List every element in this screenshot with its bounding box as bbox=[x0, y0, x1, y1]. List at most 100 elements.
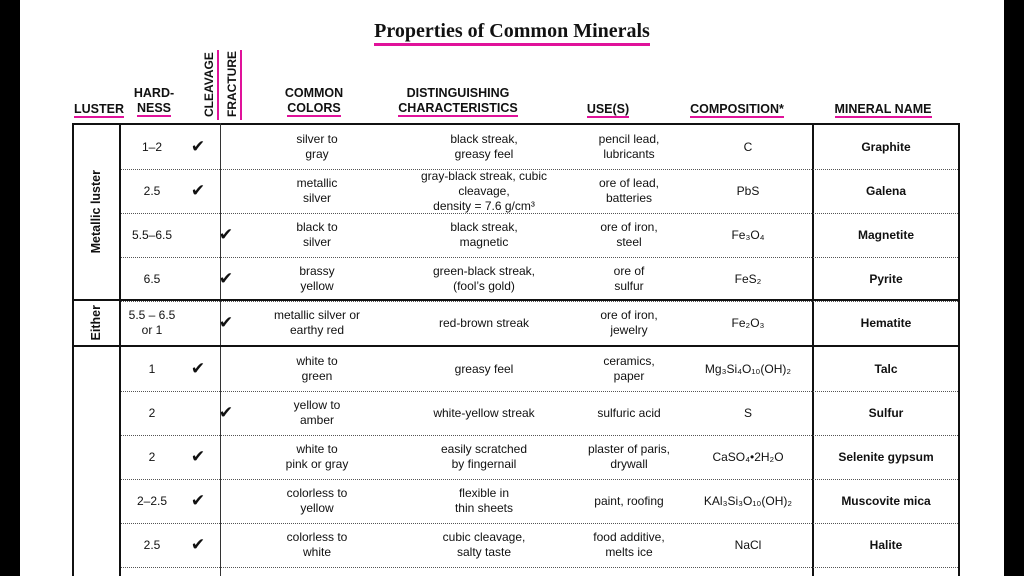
table-row: 5.5–6.5 ✔ black to silver black streak, magne… bbox=[120, 213, 960, 257]
mineral-name-cell: Talc bbox=[874, 361, 898, 376]
hardness-cell: 2 bbox=[148, 405, 156, 420]
checkmark-icon: ✔ bbox=[190, 446, 206, 467]
table-row: 2–2.5 ✔ colorless to yellow flexible in thin … bbox=[120, 479, 960, 523]
table-row: 2.5 ✔ colorless to white cubic cleavage, salt… bbox=[120, 523, 960, 567]
mineral-name-cell: Galena bbox=[865, 183, 907, 198]
header-cleavage-underline bbox=[217, 50, 219, 120]
composition-cell: Fe₃O₄ bbox=[731, 227, 765, 242]
header-fracture: FRACTURE bbox=[225, 51, 239, 117]
header-hardness: HARD- NESS bbox=[133, 86, 175, 117]
table-row: 1 ✔ white to green greasy feel ceramics, paper… bbox=[120, 347, 960, 391]
mineral-name-cell: Muscovite mica bbox=[841, 493, 931, 508]
row-separator bbox=[121, 435, 958, 436]
hardness-cell: 2–2.5 bbox=[136, 493, 168, 508]
row-separator bbox=[121, 213, 958, 214]
uses-cell: sulfuric acid bbox=[597, 405, 661, 420]
hardness-cell: 6.5 bbox=[143, 271, 161, 286]
colors-cell: metallic silver or earthy red bbox=[273, 308, 360, 337]
table-row: 5.5 – 6.5 or 1 ✔ metallic silver or earthy r… bbox=[120, 301, 960, 345]
mineral-name-cell: Halite bbox=[869, 537, 903, 552]
uses-cell: ceramics, paper bbox=[603, 354, 655, 383]
header-cleavage: CLEAVAGE bbox=[202, 52, 216, 117]
cleavage-cell: ✔ bbox=[184, 125, 212, 169]
fracture-cell bbox=[212, 523, 240, 567]
hardness-cell: 5.5–6.5 bbox=[131, 227, 173, 242]
luster-group-nonmetallic bbox=[72, 347, 120, 576]
header-distinguishing: DISTINGUISHING CHARACTERISTICS bbox=[398, 86, 518, 117]
table-right-border bbox=[958, 123, 960, 576]
uses-cell: pencil lead, lubricants bbox=[598, 132, 660, 161]
document-page: Properties of Common Minerals LUSTER HAR… bbox=[20, 0, 1004, 576]
composition-cell: FeS₂ bbox=[734, 271, 762, 286]
checkmark-icon: ✔ bbox=[190, 136, 206, 157]
fracture-cell bbox=[212, 169, 240, 213]
uses-cell: paint, roofing bbox=[594, 493, 664, 508]
dist-cell: flexible in thin sheets bbox=[454, 486, 514, 515]
dist-cell: red-brown streak bbox=[438, 315, 530, 330]
colors-cell: brassy yellow bbox=[299, 264, 335, 293]
hardness-cell: 1 bbox=[148, 361, 156, 376]
header-mineral-name: MINERAL NAME bbox=[834, 102, 932, 118]
cleavage-cell bbox=[184, 213, 212, 257]
fracture-cell: ✔ bbox=[212, 391, 240, 435]
row-separator bbox=[121, 257, 958, 258]
hardness-cell: 2.5 bbox=[143, 537, 161, 552]
checkmark-icon: ✔ bbox=[190, 358, 206, 379]
dist-cell: cubic cleavage, salty taste bbox=[442, 530, 526, 559]
dist-cell: gray-black streak, cubic cleavage, densit… bbox=[420, 168, 548, 213]
checkmark-icon: ✔ bbox=[190, 180, 206, 201]
checkmark-icon: ✔ bbox=[218, 224, 234, 245]
group-divider-2 bbox=[72, 345, 960, 347]
table-row: 6.5 ✔ brassy yellow green-black streak, (fool… bbox=[120, 257, 960, 301]
composition-cell: S bbox=[743, 405, 752, 420]
cleavage-cell: ✔ bbox=[184, 347, 212, 391]
composition-cell: Mg₃Si₄O₁₀(OH)₂ bbox=[704, 361, 792, 376]
luster-group-metallic: Metallic luster bbox=[89, 170, 103, 254]
group-divider-1 bbox=[72, 299, 960, 301]
composition-cell: PbS bbox=[736, 183, 760, 198]
row-separator bbox=[121, 523, 958, 524]
composition-cell: NaCl bbox=[734, 537, 762, 552]
header-luster: LUSTER bbox=[74, 102, 124, 118]
row-separator bbox=[121, 479, 958, 480]
colors-cell: white to pink or gray bbox=[285, 442, 349, 471]
table-row: 2 ✔ white to pink or gray easily scratched by… bbox=[120, 435, 960, 479]
checkmark-icon: ✔ bbox=[218, 268, 234, 289]
cleavage-cell bbox=[184, 257, 212, 301]
page-title: Properties of Common Minerals bbox=[20, 20, 1004, 46]
dist-cell: green-black streak, (fool’s gold) bbox=[432, 264, 536, 293]
luster-group-either: Either bbox=[89, 305, 103, 341]
composition-cell: Fe₂O₃ bbox=[731, 315, 765, 330]
fracture-cell bbox=[212, 125, 240, 169]
cleavage-cell: ✔ bbox=[184, 169, 212, 213]
hardness-cell: 5.5 – 6.5 or 1 bbox=[128, 308, 176, 337]
header-colors: COMMON COLORS bbox=[284, 86, 344, 117]
checkmark-icon: ✔ bbox=[218, 402, 234, 423]
cleavage-cell: ✔ bbox=[184, 523, 212, 567]
uses-cell: ore of sulfur bbox=[613, 264, 645, 293]
uses-cell: ore of lead, batteries bbox=[598, 176, 660, 205]
cleavage-cell bbox=[184, 301, 212, 345]
hardness-cell: 1–2 bbox=[141, 139, 163, 154]
mineral-name-cell: Hematite bbox=[860, 315, 912, 330]
dist-cell: white-yellow streak bbox=[433, 405, 535, 420]
table-row: 2 ✔ yellow to amber white-yellow streak sulfu… bbox=[120, 391, 960, 435]
checkmark-icon: ✔ bbox=[190, 490, 206, 511]
mineral-name-cell: Graphite bbox=[861, 139, 911, 154]
mineral-name-cell: Pyrite bbox=[869, 271, 903, 286]
colors-cell: metallic silver bbox=[296, 176, 338, 205]
row-separator bbox=[121, 391, 958, 392]
luster-left-border bbox=[72, 123, 74, 576]
colors-cell: yellow to amber bbox=[293, 398, 341, 427]
composition-cell: CaSO₄•2H₂O bbox=[712, 449, 784, 464]
cleavage-cell bbox=[184, 391, 212, 435]
colors-cell: colorless to white bbox=[286, 530, 348, 559]
header-composition: COMPOSITION* bbox=[690, 102, 784, 118]
colors-cell: white to green bbox=[296, 354, 338, 383]
table-row: 2.5 ✔ metallic silver gray-black streak, cub… bbox=[120, 169, 960, 213]
fracture-cell bbox=[212, 435, 240, 479]
cleavage-cell: ✔ bbox=[184, 435, 212, 479]
fracture-cell bbox=[212, 479, 240, 523]
table-top-border bbox=[72, 123, 960, 125]
fracture-cell: ✔ bbox=[212, 301, 240, 345]
